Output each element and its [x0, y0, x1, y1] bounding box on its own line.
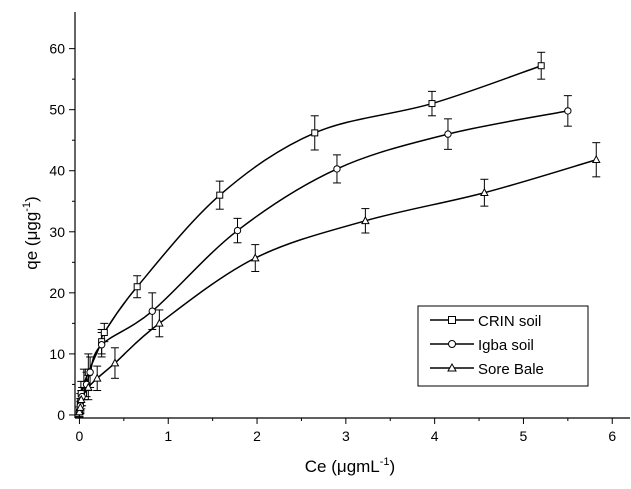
legend-square-marker: [448, 316, 456, 324]
point-sore-bale: [75, 402, 85, 411]
point-sore-bale: [480, 187, 489, 197]
point-sore-bale: [591, 154, 601, 164]
point-igba-soil: [233, 226, 242, 235]
point-sore-bale: [76, 394, 86, 403]
point-crin-soil: [100, 329, 108, 337]
point-sore-bale: [250, 253, 260, 262]
legend-item-crin-soil: CRIN soil: [430, 313, 541, 330]
legend-label: CRIN soil: [478, 313, 541, 330]
point-igba-soil: [86, 368, 94, 376]
point-igba-soil: [564, 107, 572, 115]
point-sore-bale: [155, 318, 164, 327]
y-axis-label: qe (μgg-1): [21, 196, 41, 269]
axes: [69, 12, 630, 424]
y-tick-label: 0: [57, 407, 65, 423]
point-sore-bale: [361, 215, 370, 225]
x-tick-label: 5: [520, 428, 528, 444]
x-tick-label: 6: [608, 428, 616, 444]
legend-triangle-marker: [447, 362, 457, 372]
legend: CRIN soil Igba soil Sore Bale: [417, 305, 589, 387]
legend-item-sore-bale: Sore Bale: [430, 361, 544, 378]
point-sore-bale: [83, 382, 93, 391]
point-crin-soil: [216, 191, 224, 199]
point-igba-soil: [444, 130, 452, 138]
point-igba-soil: [148, 307, 156, 315]
legend-circle-marker: [448, 340, 456, 348]
point-igba-soil: [333, 165, 341, 173]
data-markers: [75, 62, 601, 416]
x-tick-label: 4: [431, 428, 439, 444]
legend-item-igba-soil: Igba soil: [430, 337, 534, 354]
point-igba-soil: [97, 341, 106, 349]
y-tick-label: 40: [49, 163, 65, 179]
y-axis-label-close: ): [22, 196, 41, 202]
point-sore-bale: [110, 358, 120, 367]
point-crin-soil: [537, 62, 545, 70]
x-tick-label: 1: [164, 428, 172, 444]
point-crin-soil: [428, 100, 436, 108]
y-tick-label: 50: [49, 102, 65, 118]
x-axis-label-text: Ce (μgmL: [305, 457, 380, 476]
y-tick-label: 20: [49, 285, 65, 301]
x-axis-label-close: ): [390, 457, 396, 476]
legend-label: Sore Bale: [478, 361, 544, 378]
point-sore-bale: [92, 373, 102, 382]
x-tick-label: 3: [342, 428, 350, 444]
x-axis-label: Ce (μgmL-1): [305, 456, 395, 476]
point-sore-bale: [75, 407, 84, 416]
point-crin-soil: [311, 129, 319, 137]
y-tick-label: 10: [49, 346, 65, 362]
x-tick-label: 0: [76, 428, 84, 444]
x-axis-label-exponent: -1: [380, 456, 390, 468]
point-crin-soil: [133, 283, 141, 291]
y-tick-label: 60: [49, 41, 65, 57]
y-tick-label: 30: [49, 224, 65, 240]
y-axis-label-text: qe (μgg: [22, 212, 41, 270]
y-axis-label-exponent: -1: [21, 202, 33, 212]
legend-label: Igba soil: [478, 337, 534, 354]
x-tick-label: 2: [253, 428, 261, 444]
